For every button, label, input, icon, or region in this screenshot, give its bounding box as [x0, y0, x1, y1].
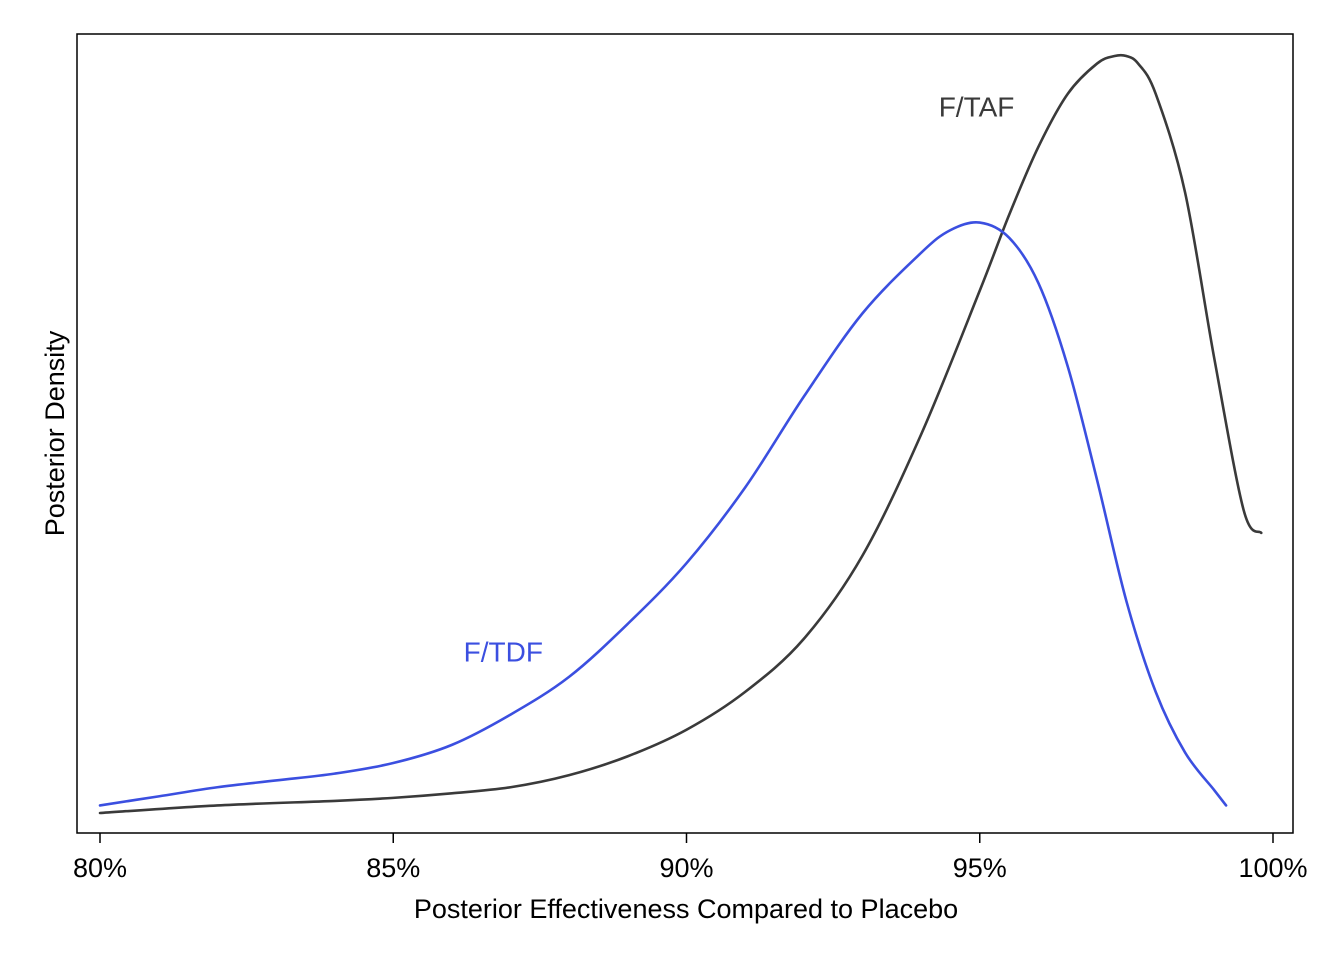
x-axis-title: Posterior Effectiveness Compared to Plac…: [414, 894, 958, 924]
series-line-f-taf: [98, 53, 1263, 815]
x-tick-label: 85%: [366, 853, 420, 883]
series-label-f-taf: F/TAF: [939, 92, 1015, 123]
x-tick-label: 80%: [73, 853, 127, 883]
series-line-f-tdf: [98, 220, 1228, 807]
x-axis: 80% 85% 90% 95% 100%: [73, 833, 1308, 883]
plot-border: [76, 33, 1294, 834]
x-tick-label: 90%: [659, 853, 713, 883]
series-layer: [98, 53, 1263, 815]
series-label-f-tdf: F/TDF: [464, 637, 543, 668]
y-axis-title: Posterior Density: [40, 330, 70, 536]
x-tick-label: 95%: [953, 853, 1007, 883]
plot-frame: [76, 33, 1294, 834]
series-label-layer: F/TAF F/TDF: [464, 92, 1015, 668]
x-tick-label: 100%: [1238, 853, 1307, 883]
